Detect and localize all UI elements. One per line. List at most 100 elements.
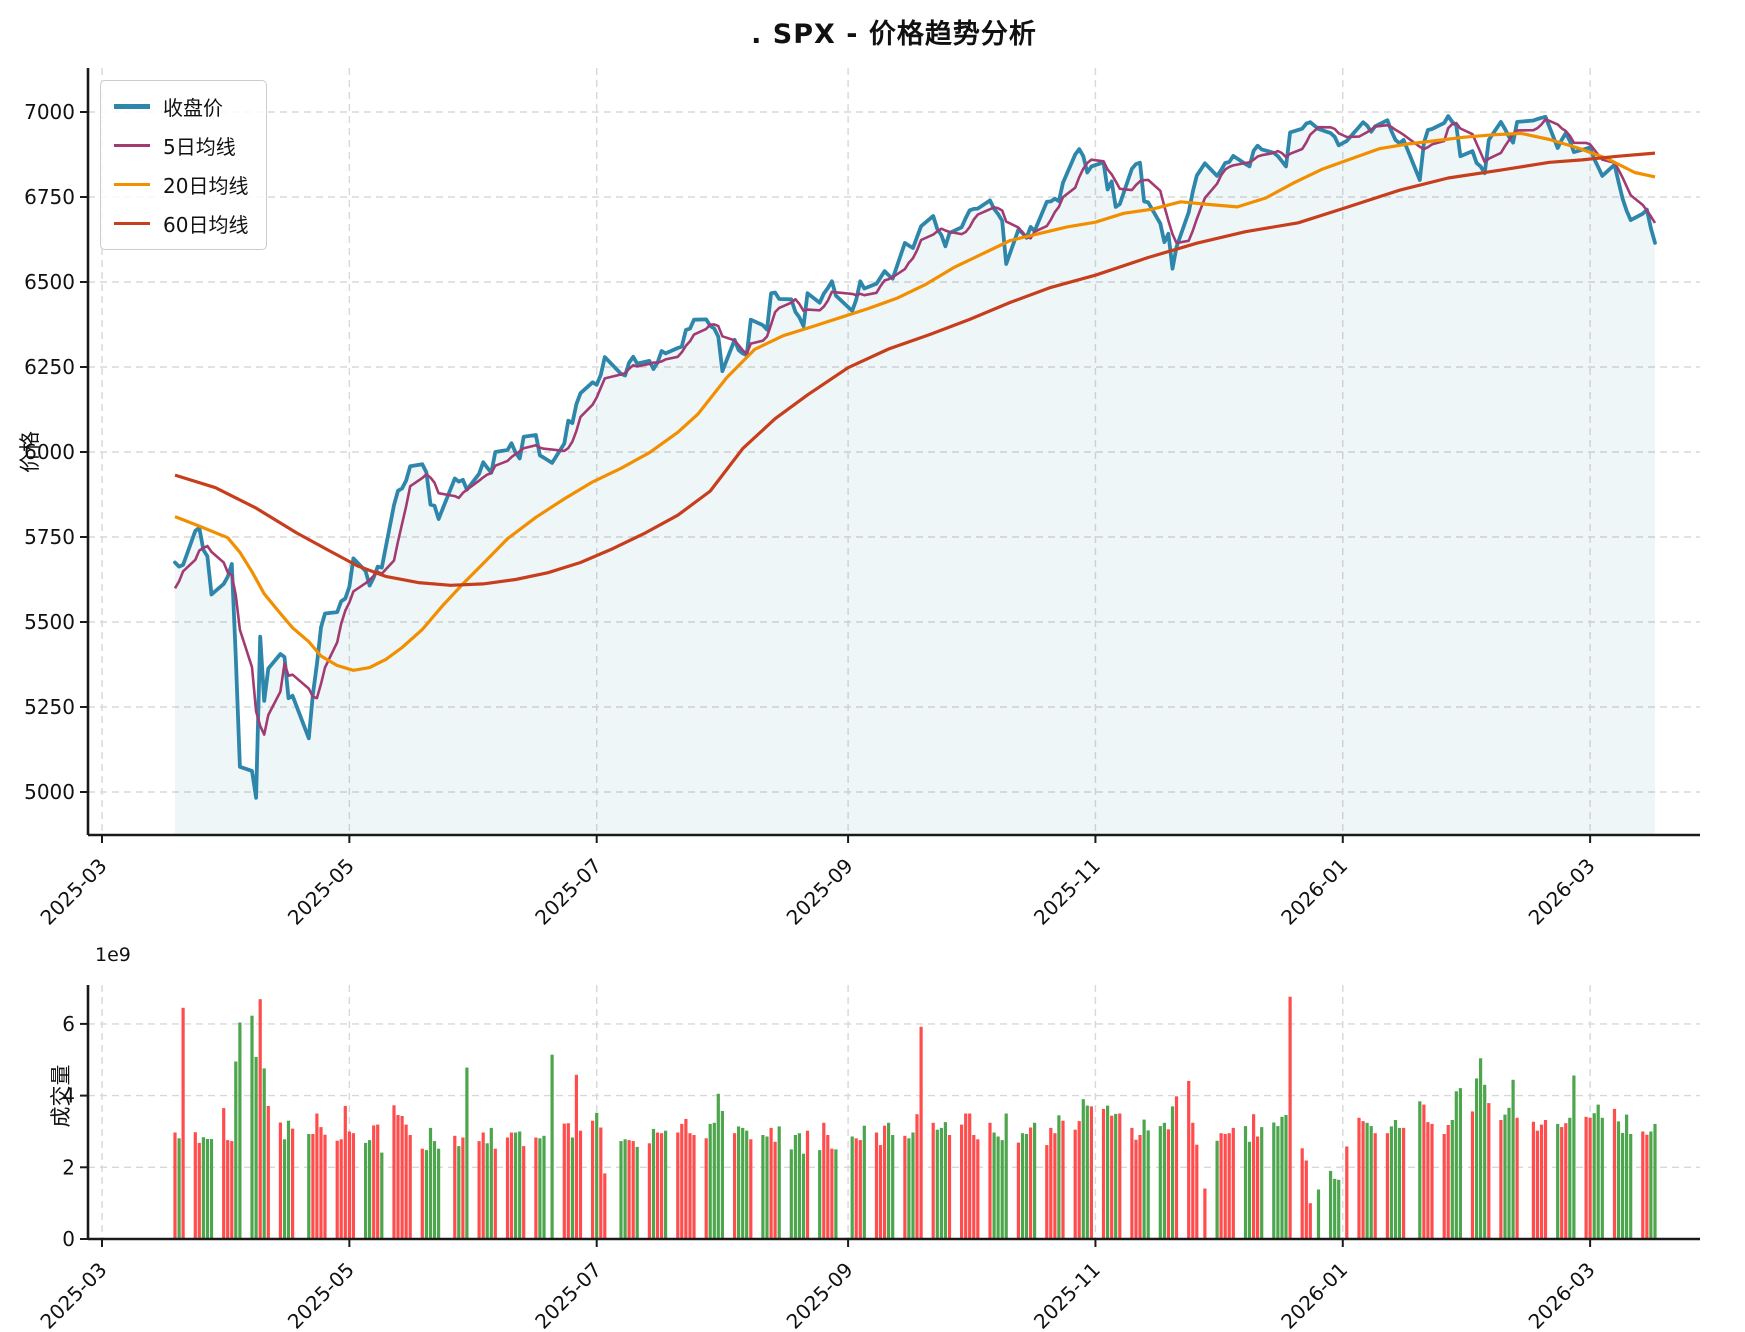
volume-bar-up [1073,1129,1077,1239]
volume-bar-down [992,1132,996,1239]
volume-bar-up [960,1124,964,1239]
volume-y-tick-label: 0 [62,1227,75,1251]
volume-bar-up [1422,1104,1426,1239]
volume-bar-up [1543,1120,1548,1239]
volume-bar-up [1535,1130,1539,1239]
volume-bar-down [1450,1120,1454,1239]
volume-bar-up [1515,1117,1519,1239]
volume-bar-up [1219,1133,1223,1239]
volume-bar-up [351,1133,355,1239]
volume-bar-up [1446,1125,1450,1239]
volume-bar-down [201,1137,205,1239]
volume-bar-down [1572,1075,1576,1239]
volume-bar-down [765,1136,769,1239]
volume-bar-down [550,1054,554,1239]
volume-bar-up [878,1145,883,1239]
volume-bar-up [733,1133,737,1239]
volume-bar-up [1203,1188,1207,1239]
volume-bar-up [1288,996,1292,1239]
volume-bar-down [850,1136,854,1239]
price-y-tick-label: 6000 [24,440,75,464]
volume-bar-up [1300,1148,1304,1239]
volume-bar-down [720,1111,724,1239]
volume-bar-down [424,1150,428,1239]
price-y-tick-label: 7000 [24,100,75,124]
volume-bar-down [1592,1113,1596,1239]
volume-bar-up [1191,1122,1195,1239]
legend-label-close: 收盘价 [163,96,223,120]
ma60-line-swatch [114,221,150,226]
price-x-tick-label: 2026-01 [1276,854,1352,930]
volume-bar-up [822,1122,826,1239]
volume-bar-down [1458,1088,1462,1239]
volume-bar-up [226,1140,230,1239]
volume-bar-up [343,1106,347,1239]
volume-bar-up [627,1140,631,1239]
volume-bar-down [262,1068,266,1239]
volume-bar-down [234,1061,238,1239]
price-y-tick-label: 6250 [24,355,75,379]
volume-x-tick-label: 2026-01 [1276,1258,1352,1332]
volume-bars [173,996,1657,1239]
volume-bar-down [1507,1107,1511,1239]
volume-bar-up [420,1148,424,1239]
volume-bar-up [376,1124,380,1239]
volume-bar-down [518,1131,522,1239]
volume-bar-up [1256,1136,1260,1239]
volume-bar-up [315,1113,319,1239]
volume-bar-up [858,1140,862,1239]
volume-bar-up [1430,1123,1434,1239]
price-x-tick-label: 2026-03 [1524,854,1600,930]
volume-bar-up [688,1133,692,1239]
volume-bar-down [1511,1079,1515,1239]
volume-bar-up [903,1135,907,1239]
volume-bar-up [1373,1133,1377,1239]
volume-bar-down [380,1152,384,1239]
volume-bar-up [830,1148,834,1239]
volume-bar-up [258,999,262,1239]
volume-bar-down [862,1125,866,1239]
volume-bar-down [364,1142,368,1239]
volume-bar-up [1187,1080,1191,1239]
volume-bar-down [1024,1134,1029,1239]
volume-x-tick-label: 2025-11 [1029,1258,1105,1332]
volume-bar-up [1402,1127,1406,1239]
volume-bar-down [1616,1121,1621,1239]
volume-bar-down [887,1122,891,1239]
volume-bar-down [437,1148,441,1239]
volume-bar-up [647,1143,651,1239]
volume-bar-down [250,1015,254,1239]
volume-bar-down [254,1056,258,1239]
volume-bar-up [1118,1113,1122,1239]
volume-bar-down [238,1022,242,1239]
volume-y-tick-label: 2 [62,1155,75,1179]
volume-bar-down [177,1138,181,1239]
price-y-tick-label: 5500 [24,610,75,634]
volume-bar-up [1227,1133,1231,1239]
volume-bar-up [631,1141,635,1239]
volume-bar-down [1556,1123,1560,1239]
volume-bar-down [1365,1122,1369,1239]
volume-bar-up [931,1122,935,1239]
close-area-fill [175,116,1655,836]
volume-bar-down [891,1135,895,1239]
volume-bar-down [1247,1141,1252,1239]
volume-bar-up [749,1139,753,1239]
volume-bar-down [834,1149,838,1239]
volume-bar-up [509,1132,514,1239]
volume-bar-up [1560,1127,1564,1239]
volume-bar-down [996,1136,1000,1239]
volume-bar-up [562,1123,566,1239]
close-line [173,114,1657,800]
volume-bar-up [676,1132,680,1239]
volume-bar-up [692,1135,696,1239]
volume-bar-down [595,1112,599,1239]
price-y-tick-label: 6750 [24,185,75,209]
volume-bar-down [1625,1114,1629,1239]
price-x-tick-label: 2025-09 [782,854,858,930]
volume-bar-up [1385,1133,1389,1239]
volume-bar-down [1337,1179,1341,1239]
volume-bar-down [935,1129,939,1239]
volume-bar-up [481,1132,485,1239]
volume-bar-down [570,1137,574,1239]
